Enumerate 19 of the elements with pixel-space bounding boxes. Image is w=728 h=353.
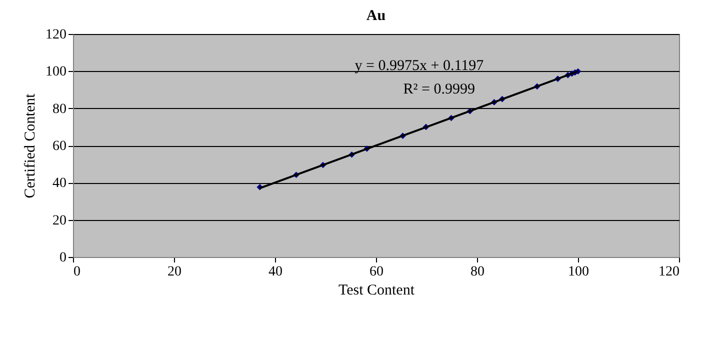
chart-title: Au: [366, 8, 386, 24]
y-axis-title: Certified Content: [22, 92, 38, 198]
x-tick-label: 60: [370, 264, 384, 280]
y-tick-label: 40: [52, 176, 66, 192]
y-tick-label: 20: [52, 213, 66, 228]
x-tick-label: 80: [470, 264, 484, 280]
annotation: y = 0.9975x + 0.1197: [354, 58, 484, 74]
y-tick-label: 100: [46, 64, 66, 80]
x-tick-label: 100: [568, 264, 589, 280]
y-tick-label: 120: [46, 28, 66, 42]
y-tick-label: 80: [52, 102, 66, 117]
x-tick-label: 120: [658, 264, 680, 280]
y-tick-label: 0: [60, 250, 66, 266]
x-tick-label: 0: [74, 264, 80, 280]
y-tick-label: 60: [52, 139, 66, 154]
x-axis-title: Test Content: [338, 282, 416, 298]
x-tick-label: 40: [268, 264, 282, 280]
x-tick-label: 20: [168, 264, 182, 280]
annotation: R² = 0.9999: [403, 82, 475, 98]
